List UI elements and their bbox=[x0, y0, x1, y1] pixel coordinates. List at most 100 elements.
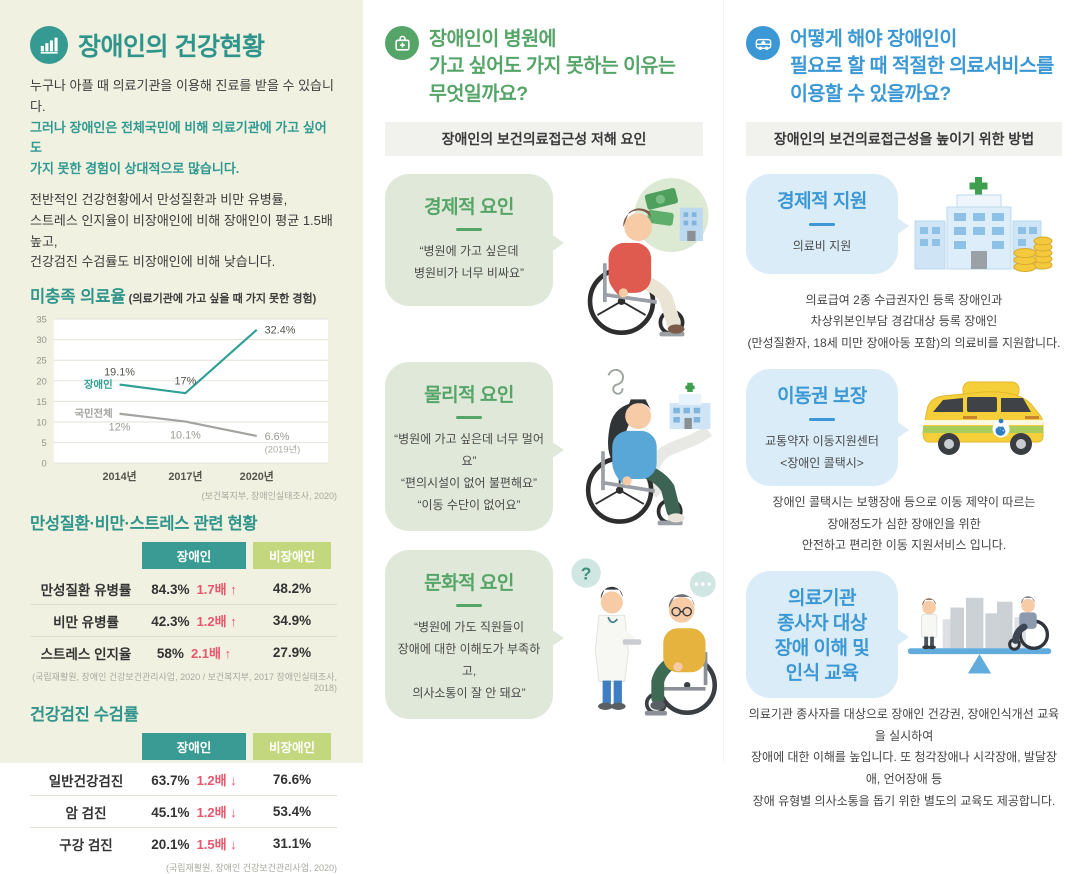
chart-title: 미충족 의료율 bbox=[30, 288, 126, 307]
intro-line: 누구나 아플 때 의료기관을 이용해 진료를 받을 수 있습니다. bbox=[30, 78, 334, 114]
mobility-rights-section: 이동권 보장 교통약자 이동지원센터 <장애인 콜택시> bbox=[746, 368, 1062, 487]
economic-support-bubble: 경제적 지원 의료비 지원 bbox=[746, 173, 909, 274]
nondisabled-value: 48.2% bbox=[272, 581, 312, 597]
table-row: 구강 검진 20.1% 1.5배 ↓ 31.1% bbox=[30, 827, 337, 859]
ratio-badge: 1.7배 ↑ bbox=[196, 582, 237, 598]
middle-panel-header: 장애인이 병원에 가고 싶어도 가지 못하는 이유는 무엇일까요? bbox=[385, 26, 703, 108]
bubble-text: 교통약자 이동지원센터 <장애인 콜택시> bbox=[765, 433, 879, 470]
bubble-title: 경제적 지원 bbox=[777, 190, 867, 212]
awareness-education-section: 의료기관 종사자 대상 장애 이해 및 인식 교육 bbox=[746, 570, 1062, 699]
svg-text:0: 0 bbox=[42, 459, 47, 469]
solutions-banner: 장애인의 보건의료접근성을 높이기 위한 방법 bbox=[746, 121, 1062, 156]
row-label: 일반건강검진 bbox=[48, 773, 124, 789]
ratio-badge: 1.2배 ↑ bbox=[196, 614, 237, 630]
intro-line-highlight: 그러나 장애인은 전체국민에 비해 의료기관에 가고 싶어도 bbox=[30, 119, 327, 156]
intro-paragraph-2: 전반적인 건강현황에서 만성질환과 비만 유병률, 스트레스 인지율이 비장애인… bbox=[30, 190, 337, 273]
col-header-nondisabled: 비장애인 bbox=[253, 733, 331, 761]
nondisabled-value: 76.6% bbox=[272, 772, 312, 788]
divider bbox=[456, 415, 482, 419]
bubble-title: 문화적 요인 bbox=[424, 572, 514, 594]
svg-text:19.1%: 19.1% bbox=[104, 367, 135, 379]
bubble-text: 의료비 지원 bbox=[792, 238, 852, 253]
cultural-factor-section: 문화적 요인 “병원에 가도 직원들이 장애에 대한 이해도가 부족하고, 의사… bbox=[385, 549, 718, 722]
table-row: 일반건강검진 63.7% 1.2배 ↓ 76.6% bbox=[30, 764, 337, 795]
mobility-rights-bubble: 이동권 보장 교통약자 이동지원센터 <장애인 콜택시> bbox=[746, 368, 909, 487]
ratio-badge: 1.5배 ↓ bbox=[196, 837, 237, 853]
svg-text:5: 5 bbox=[42, 438, 47, 448]
chart-source: (보건복지부, 장애인실태조사, 2020) bbox=[201, 491, 337, 502]
bubble-title: 경제적 요인 bbox=[424, 196, 514, 218]
intro-line: 전반적인 건강현황에서 만성질환과 비만 유병률, bbox=[30, 191, 288, 207]
col-header-disabled: 장애인 bbox=[142, 733, 246, 761]
disabled-value: 45.1% 1.2배 ↓ bbox=[151, 805, 237, 821]
row-label: 구강 검진 bbox=[59, 837, 113, 853]
intro-line-highlight: 가지 못한 경험이 상대적으로 많습니다. bbox=[30, 161, 240, 177]
wheelchair-user-money-thought-illustration bbox=[553, 174, 715, 346]
svg-text:35: 35 bbox=[36, 315, 46, 325]
mobility-rights-description: 장애인 콜택시는 보행장애 등으로 이동 제약이 따르는 장애정도가 심한 장애… bbox=[772, 495, 1036, 553]
left-panel-header: 장애인의 건강현황 bbox=[30, 26, 337, 64]
svg-text:국민전체: 국민전체 bbox=[75, 407, 113, 420]
chart-title-row: 미충족 의료율 (의료기관에 가고 싶을 때 가지 못한 경험) bbox=[30, 283, 337, 307]
disabled-value: 42.3% 1.2배 ↑ bbox=[151, 614, 237, 630]
quote-text: “병원에 가고 싶은데 너무 멀어요” “편의시설이 없어 불편해요” “이동 … bbox=[394, 431, 544, 513]
cultural-factor-bubble: 문화적 요인 “병원에 가도 직원들이 장애에 대한 이해도가 부족하고, 의사… bbox=[385, 549, 564, 719]
ambulance-icon bbox=[746, 26, 780, 60]
hospital-and-coins-illustration bbox=[898, 174, 1062, 284]
svg-text:20: 20 bbox=[36, 376, 46, 386]
svg-text:10.1%: 10.1% bbox=[170, 430, 201, 442]
col-header-nondisabled: 비장애인 bbox=[253, 542, 331, 570]
ratio-badge: 1.2배 ↓ bbox=[196, 805, 237, 821]
row-label: 비만 유병률 bbox=[53, 614, 119, 630]
intro-line: 건강검진 수검률도 비장애인에 비해 낮습니다. bbox=[30, 254, 276, 270]
awareness-education-bubble: 의료기관 종사자 대상 장애 이해 및 인식 교육 bbox=[746, 570, 909, 699]
disabled-value: 63.7% 1.2배 ↓ bbox=[151, 773, 237, 789]
nondisabled-value: 34.9% bbox=[272, 613, 312, 629]
disabled-value: 84.3% 1.7배 ↑ bbox=[151, 582, 237, 598]
quote-text: “병원에 가도 직원들이 장애에 대한 이해도가 부족하고, 의사소통이 잘 안… bbox=[397, 619, 541, 701]
awareness-education-description: 의료기관 종사자를 대상으로 장애인 건강권, 장애인식개선 교육을 실시하여 … bbox=[748, 707, 1060, 808]
svg-text:15: 15 bbox=[36, 397, 46, 407]
wheelchair-taxi-van-illustration bbox=[898, 369, 1062, 471]
svg-text:2014년: 2014년 bbox=[102, 469, 136, 483]
divider bbox=[809, 417, 835, 421]
divider bbox=[456, 603, 482, 607]
page-title: 장애인의 건강현황 bbox=[78, 33, 265, 61]
svg-text:(2019년): (2019년) bbox=[265, 445, 301, 455]
col-header-disabled: 장애인 bbox=[142, 542, 246, 570]
table-row: 스트레스 인지율 58% 2.1배 ↑ 27.9% bbox=[30, 636, 337, 668]
table2-source: (국립재활원, 장애인 건강보건관리사업, 2020) bbox=[166, 863, 337, 874]
svg-text:2020년: 2020년 bbox=[240, 469, 274, 483]
bar-chart-icon bbox=[30, 26, 68, 64]
middle-panel-title: 장애인이 병원에 가고 싶어도 가지 못하는 이유는 무엇일까요? bbox=[429, 28, 676, 105]
panel-solutions: 어떻게 해야 장애인이 필요로 할 때 적절한 의료서비스를 이용할 수 있을까… bbox=[723, 0, 1080, 808]
barriers-banner: 장애인의 보건의료접근성 저해 요인 bbox=[385, 121, 703, 156]
balance-scale-education-illustration bbox=[898, 571, 1062, 679]
table-row: 비만 유병률 42.3% 1.2배 ↑ 34.9% bbox=[30, 604, 337, 636]
physical-factor-bubble: 물리적 요인 “병원에 가고 싶은데 너무 멀어요” “편의시설이 없어 불편해… bbox=[385, 361, 564, 531]
nondisabled-value: 53.4% bbox=[272, 804, 312, 820]
chronic-disease-table: 장애인 비장애인 만성질환 유병률 84.3% 1.7배 ↑ 48.2% 비만 유… bbox=[30, 542, 337, 668]
disabled-value: 20.1% 1.5배 ↓ bbox=[151, 837, 237, 853]
row-label: 스트레스 인지율 bbox=[40, 646, 132, 662]
bubble-title: 의료기관 종사자 대상 장애 이해 및 인식 교육 bbox=[774, 587, 870, 685]
quote-text: “병원에 가고 싶은데 병원비가 너무 비싸요” bbox=[413, 243, 525, 281]
row-label: 암 검진 bbox=[65, 805, 107, 821]
ratio-badge: 1.2배 ↓ bbox=[196, 773, 237, 789]
panel-health-status: 장애인의 건강현황 누구나 아플 때 의료기관을 이용해 진료를 받을 수 있습… bbox=[0, 0, 363, 873]
table2-header: 장애인 비장애인 bbox=[30, 733, 337, 761]
table1-source: (국립재활원, 장애인 건강보건관리사업, 2020 / 보건복지부, 2017… bbox=[32, 672, 337, 694]
bubble-title: 이동권 보장 bbox=[777, 385, 867, 407]
svg-text:32.4%: 32.4% bbox=[265, 325, 296, 337]
economic-factor-bubble: 경제적 요인 “병원에 가고 싶은데 병원비가 너무 비싸요” bbox=[385, 173, 564, 306]
intro-line: 스트레스 인지율이 비장애인에 비해 장애인이 평균 1.5배 높고, bbox=[30, 212, 333, 249]
panel-barriers: 장애인이 병원에 가고 싶어도 가지 못하는 이유는 무엇일까요? 장애인의 보… bbox=[363, 0, 723, 763]
right-panel-title: 어떻게 해야 장애인이 필요로 할 때 적절한 의료서비스를 이용할 수 있을까… bbox=[790, 28, 1054, 105]
physical-factor-section: 물리적 요인 “병원에 가고 싶은데 너무 멀어요” “편의시설이 없어 불편해… bbox=[385, 361, 713, 534]
nondisabled-value: 31.1% bbox=[272, 836, 312, 852]
svg-text:10: 10 bbox=[36, 418, 46, 428]
ratio-badge: 2.1배 ↑ bbox=[190, 646, 232, 662]
svg-text:6.6%: 6.6% bbox=[265, 431, 290, 443]
